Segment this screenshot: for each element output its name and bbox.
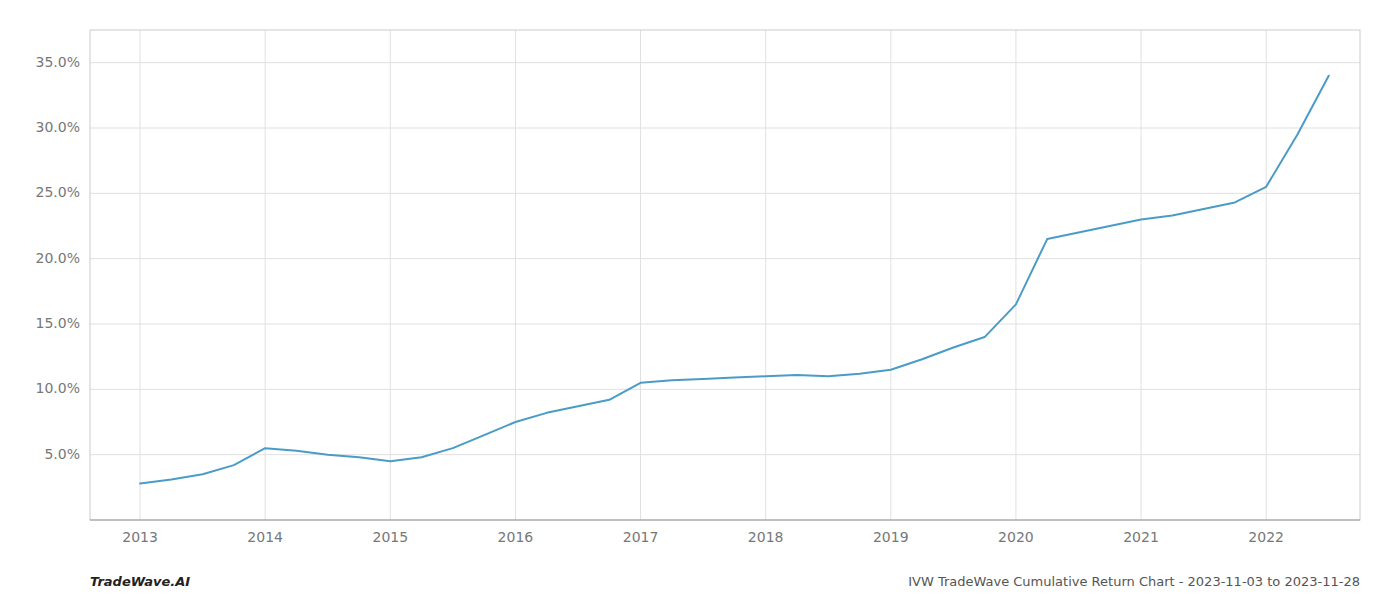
y-tick-label: 25.0% — [36, 184, 80, 200]
y-tick-label: 20.0% — [36, 250, 80, 266]
x-grid-line — [515, 30, 516, 520]
data-line — [140, 76, 1329, 484]
y-grid-line — [90, 454, 1360, 455]
x-tick-label: 2020 — [998, 529, 1034, 545]
x-tick-label: 2014 — [247, 529, 283, 545]
y-grid-line — [90, 324, 1360, 325]
x-tick-label: 2022 — [1248, 529, 1284, 545]
y-tick-label: 35.0% — [36, 54, 80, 70]
y-tick-label: 5.0% — [44, 446, 80, 462]
x-tick-label: 2015 — [372, 529, 408, 545]
y-grid-line — [90, 389, 1360, 390]
x-grid-line — [1141, 30, 1142, 520]
grid — [90, 30, 1360, 520]
x-tick-label: 2013 — [122, 529, 158, 545]
x-tick-label: 2017 — [623, 529, 659, 545]
x-tick-label: 2018 — [748, 529, 784, 545]
y-grid-line — [90, 258, 1360, 259]
footer-right: IVW TradeWave Cumulative Return Chart - … — [908, 574, 1360, 589]
y-tick-label: 10.0% — [36, 380, 80, 396]
x-tick-label: 2019 — [873, 529, 909, 545]
axes: 5.0% 10.0% 15.0% 20.0% 25.0% 30.0% 35.0% 2013 20… — [36, 30, 1360, 545]
chart-svg: 5.0% 10.0% 15.0% 20.0% 25.0% 30.0% 35.0% 2013 20… — [0, 0, 1400, 600]
x-grid-line — [765, 30, 766, 520]
x-grid-line — [265, 30, 266, 520]
x-tick-label: 2016 — [498, 529, 534, 545]
y-grid-line — [90, 193, 1360, 194]
x-axis-line — [90, 519, 1360, 520]
x-tick-label: 2021 — [1123, 529, 1159, 545]
plot-frame — [90, 30, 1360, 520]
x-grid-line — [1015, 30, 1016, 520]
plot-area — [140, 76, 1329, 484]
y-grid-line — [90, 62, 1360, 63]
x-grid-line — [890, 30, 891, 520]
footer-left: TradeWave.AI — [90, 574, 190, 589]
y-grid-line — [90, 128, 1360, 129]
x-grid-line — [1266, 30, 1267, 520]
chart-container: 5.0% 10.0% 15.0% 20.0% 25.0% 30.0% 35.0% 2013 20… — [0, 0, 1400, 600]
y-tick-label: 30.0% — [36, 119, 80, 135]
x-grid-line — [390, 30, 391, 520]
y-tick-label: 15.0% — [36, 315, 80, 331]
x-grid-line — [640, 30, 641, 520]
x-grid-line — [140, 30, 141, 520]
